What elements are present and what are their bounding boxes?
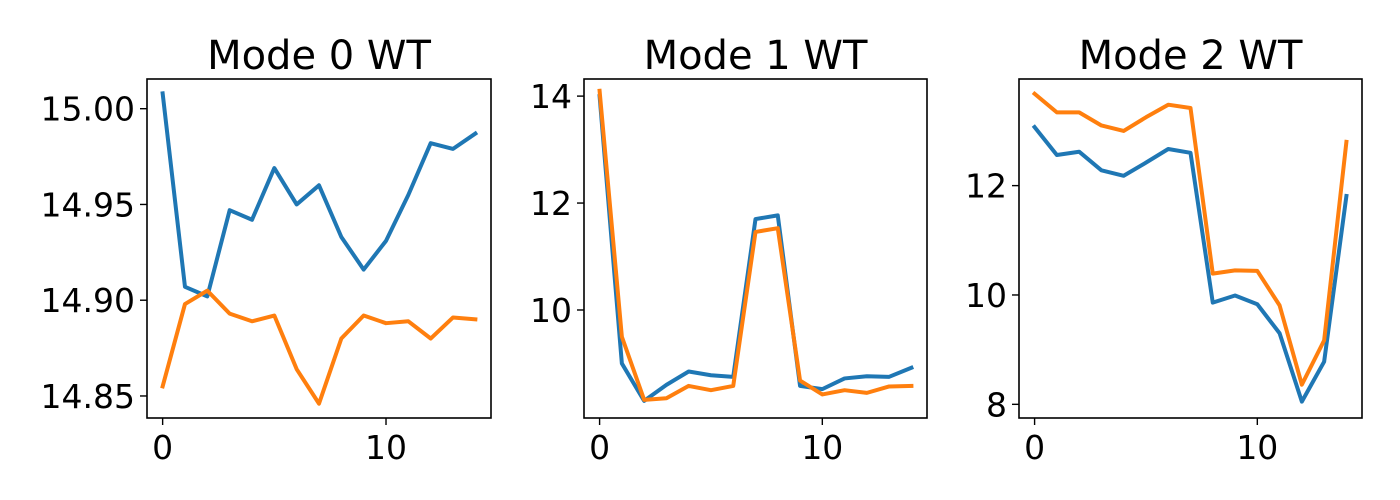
y-tick-label: 10: [965, 276, 1007, 315]
chart-title: Mode 2 WT: [1079, 33, 1303, 79]
series-line-1: [1031, 90, 1349, 387]
x-tick-label: 0: [152, 428, 173, 467]
axes-frame: [146, 78, 492, 419]
x-tick-label: 10: [801, 428, 843, 467]
axes-frame: [583, 78, 928, 419]
y-tick-label: 14.90: [41, 281, 135, 320]
y-tick-label: 14.85: [41, 377, 135, 416]
axes-frame: [1018, 78, 1363, 419]
y-tick-label: 15.00: [41, 90, 135, 129]
x-tick-label: 0: [589, 428, 610, 467]
y-tick-label: 10: [530, 291, 572, 330]
chart-title: Mode 1 WT: [644, 33, 868, 79]
chart-title: Mode 0 WT: [207, 33, 431, 79]
y-tick-label: 14: [530, 77, 572, 116]
x-tick-label: 10: [365, 428, 407, 467]
series-line-0: [597, 93, 915, 403]
y-tick-label: 8: [986, 385, 1007, 424]
chart-panel-1: 0 10 10 12 14 Mode 1 WT: [530, 33, 928, 467]
y-tick-label: 12: [530, 184, 572, 223]
chart-panel-2: 0 10 8 10 12 Mode 2 WT: [965, 33, 1363, 467]
y-tick-label: 12: [965, 167, 1007, 206]
y-tick-label: 14.95: [41, 185, 135, 224]
chart-panel-0: 0 10 14.85 14.90 14.95 15.00 Mode 0 WT: [41, 33, 492, 467]
series-line-1: [160, 288, 478, 406]
series-line-0: [1031, 124, 1349, 404]
series-line-0: [160, 91, 479, 299]
x-tick-label: 0: [1024, 428, 1045, 467]
x-tick-label: 10: [1236, 428, 1278, 467]
series-line-1: [597, 88, 914, 402]
